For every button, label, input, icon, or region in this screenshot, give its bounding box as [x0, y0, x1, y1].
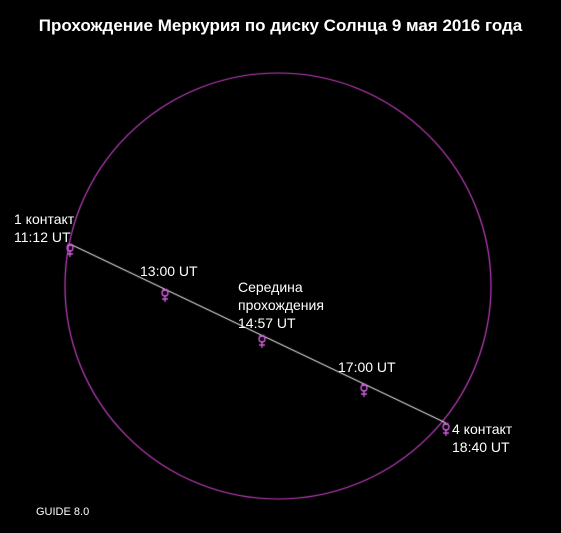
label-midpoint: Серединапрохождения14:57 UT — [238, 278, 324, 333]
software-credit: GUIDE 8.0 — [36, 506, 89, 518]
diagram-title: Прохождение Меркурия по диску Солнца 9 м… — [0, 16, 561, 36]
label-t1300: 13:00 UT — [140, 262, 198, 280]
label-contact4: 4 контакт18:40 UT — [452, 420, 512, 456]
label-contact1: 1 контакт11:12 UT — [14, 210, 74, 246]
label-t1700: 17:00 UT — [338, 358, 396, 376]
